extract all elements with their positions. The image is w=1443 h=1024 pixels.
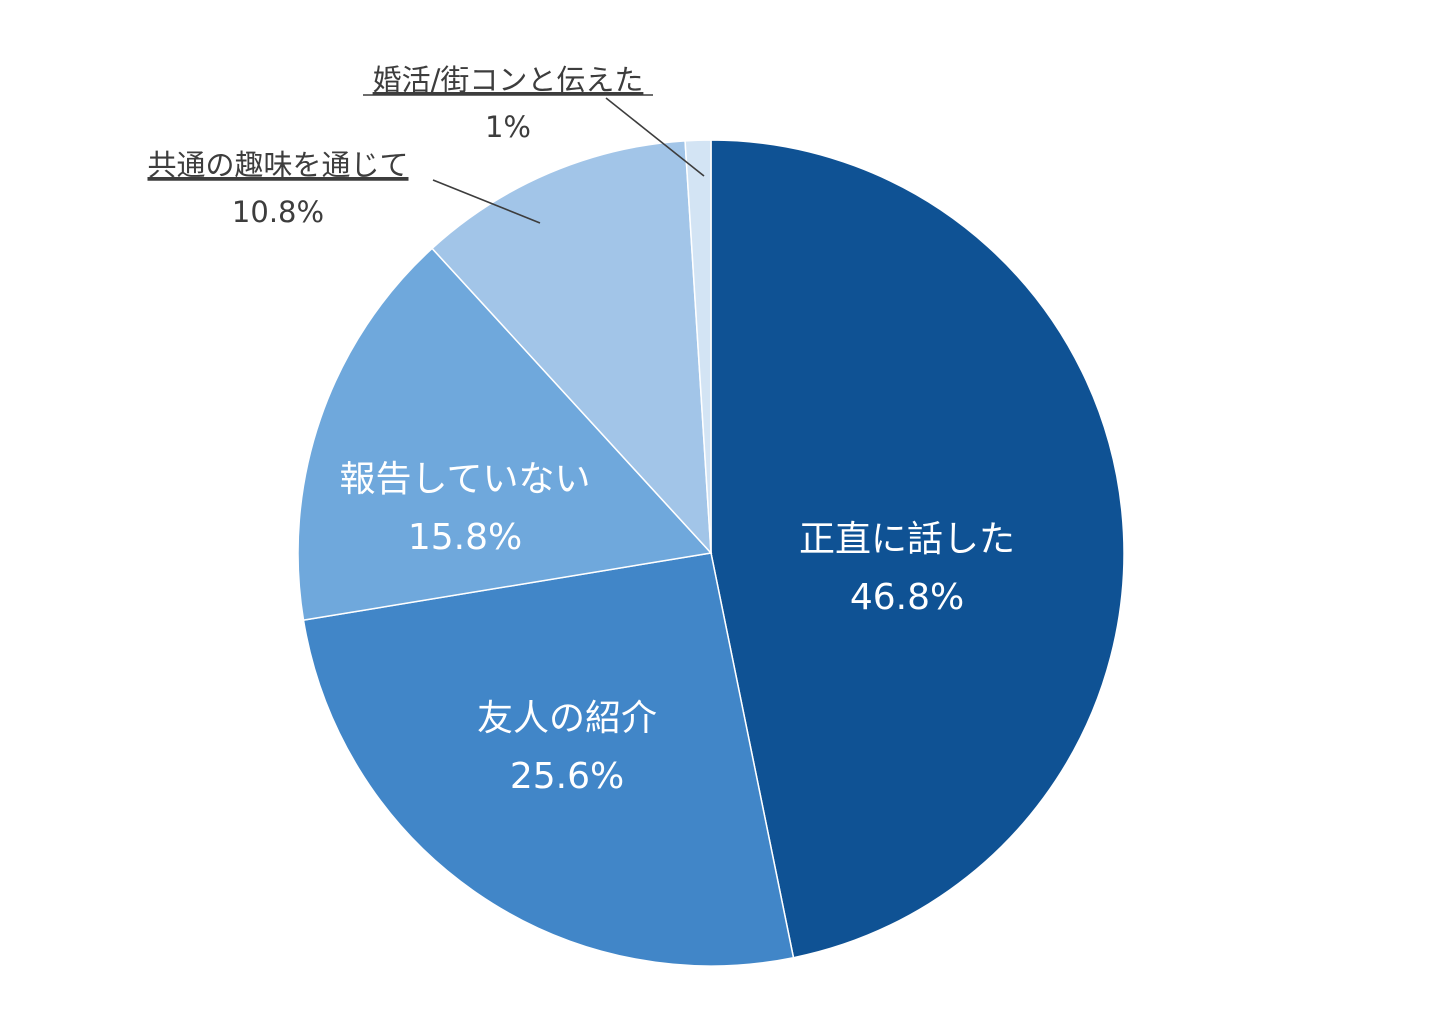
slice-value-label-1: 46.8% bbox=[850, 577, 964, 618]
slices-layer bbox=[297, 139, 1125, 967]
pie-slice-5 bbox=[684, 139, 712, 554]
slice-value-label-3: 15.8% bbox=[408, 517, 522, 558]
slice-value-label-5: 1% bbox=[485, 110, 531, 144]
slice-label-3: 報告していない bbox=[340, 459, 591, 500]
slice-label-5: 婚活/街コンと伝えた bbox=[373, 63, 644, 97]
slice-label-1: 正直に話した bbox=[799, 519, 1015, 560]
slice-value-label-2: 25.6% bbox=[510, 756, 624, 797]
slice-label-4: 共通の趣味を通じて bbox=[147, 148, 408, 182]
pie-slice-4 bbox=[431, 140, 712, 556]
slice-value-label-4: 10.8% bbox=[232, 195, 324, 229]
leader-line-4 bbox=[432, 179, 541, 224]
pie-slice-2 bbox=[302, 552, 795, 967]
pie-slice-1 bbox=[710, 139, 1125, 959]
pie-slice-3 bbox=[297, 247, 713, 622]
leader-line-5 bbox=[605, 97, 705, 177]
slice-label-2: 友人の紹介 bbox=[477, 698, 657, 739]
labels-layer: 正直に話した 46.8% 友人の紹介 25.6% 報告していない 15.8% 共通の趣味を通… bbox=[147, 63, 1015, 797]
